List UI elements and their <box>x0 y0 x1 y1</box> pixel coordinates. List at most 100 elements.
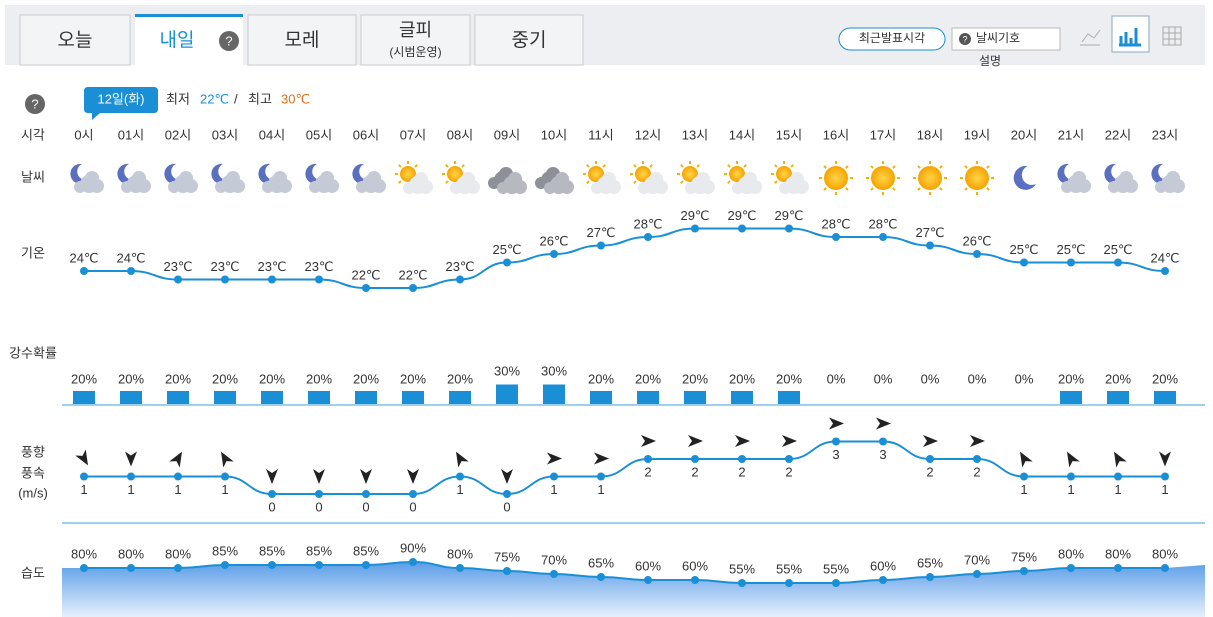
precip-bar <box>1154 391 1176 404</box>
cloud <box>356 171 386 193</box>
precip-label: 20% <box>776 371 802 386</box>
precip-bar <box>214 391 236 404</box>
tab[interactable] <box>19 14 131 66</box>
sun-ray <box>964 187 968 191</box>
wind-dot <box>597 472 605 481</box>
wind-label: 0 <box>315 499 322 514</box>
wind-dot <box>926 455 934 463</box>
sun-ray <box>964 165 968 169</box>
tab[interactable] <box>247 14 357 66</box>
humidity-dot <box>738 579 746 587</box>
moon <box>1104 163 1123 184</box>
row-label: 풍향 <box>21 444 45 459</box>
cloud-puff <box>121 181 133 193</box>
humidity-label: 75% <box>494 549 520 564</box>
min-label: 최저 <box>166 91 190 106</box>
sun-ray <box>823 187 827 191</box>
cloud-puff <box>403 182 415 194</box>
tab[interactable] <box>360 14 471 66</box>
cloud-puff <box>215 181 227 193</box>
humidity-label: 80% <box>71 546 97 561</box>
temp-dot <box>268 275 276 284</box>
humidity-dot <box>127 564 135 572</box>
wind-dot <box>268 490 276 498</box>
symbols-button[interactable] <box>951 27 1061 51</box>
wind-dot <box>409 490 417 498</box>
tab-label: 중기 <box>512 29 547 51</box>
precip-label: 20% <box>118 371 144 386</box>
wind-arrow <box>688 435 703 447</box>
min-temp: 22℃ <box>200 91 229 106</box>
humidity-dot <box>926 573 934 581</box>
temp-label: 25℃ <box>1103 242 1132 257</box>
precip-bar <box>449 391 471 404</box>
humidity-area <box>62 562 1205 617</box>
precip-label: 20% <box>635 371 661 386</box>
sun-ray <box>602 164 606 168</box>
line-view-icon[interactable] <box>1080 29 1101 46</box>
wind-label: 0 <box>409 499 416 514</box>
date-label: 12일(화) <box>97 91 144 106</box>
precip-bar <box>73 391 95 404</box>
hour-label: 14시 <box>729 127 755 142</box>
wind-label: 0 <box>362 499 369 514</box>
cloud-puff <box>732 182 744 194</box>
cloud <box>1061 171 1091 193</box>
row-label: (m/s) <box>18 485 48 500</box>
cloud <box>638 172 668 194</box>
precip-label: 30% <box>541 363 567 378</box>
hour-label: 07시 <box>400 127 426 142</box>
help-mark: ? <box>31 96 38 111</box>
hour-label: 23시 <box>1152 127 1178 142</box>
help-mark: ? <box>962 34 967 44</box>
hour-label: 02시 <box>165 127 191 142</box>
tab-active-bar <box>135 14 243 17</box>
bar-view-box[interactable] <box>1111 15 1150 53</box>
temp-dot <box>1114 258 1122 267</box>
temp-label: 29℃ <box>680 208 709 223</box>
table-view-icon[interactable] <box>1162 26 1182 46</box>
latest-label: 최근발표시각 <box>859 31 925 45</box>
tab[interactable] <box>474 14 584 66</box>
temp-dot <box>785 224 793 233</box>
humidity-label: 55% <box>729 561 755 576</box>
humidity-label: 80% <box>1105 546 1131 561</box>
cloud-puff <box>638 182 650 194</box>
sun-ray <box>939 187 943 191</box>
cloud-puff <box>414 172 428 186</box>
hour-label: 19시 <box>964 127 990 142</box>
sun <box>682 166 698 182</box>
temp-label: 27℃ <box>915 225 944 240</box>
sun-ray <box>870 165 874 169</box>
precip-label: 20% <box>1105 371 1131 386</box>
precip-bar <box>1060 391 1082 404</box>
hour-label: 05시 <box>306 127 332 142</box>
hour-label: 0시 <box>74 127 93 142</box>
sun-ray <box>845 165 849 169</box>
hour-label: 20시 <box>1011 127 1037 142</box>
sun-ray <box>586 164 590 168</box>
temp-dot <box>80 267 88 275</box>
wind-arrow <box>1020 451 1033 468</box>
wind-arrow <box>221 451 234 468</box>
help-mark: ? <box>225 33 232 48</box>
precip-bar <box>590 391 612 404</box>
wind-arrow <box>456 451 469 468</box>
moon <box>164 163 183 184</box>
cloud-puff <box>262 181 274 193</box>
moon <box>305 163 324 184</box>
temp-label: 24℃ <box>1150 250 1179 265</box>
row-label: 시각 <box>21 127 45 142</box>
cloud-puff <box>226 171 240 185</box>
humidity-label: 65% <box>917 555 943 570</box>
temp-label: 26℃ <box>962 233 991 248</box>
sun-ray <box>743 164 747 168</box>
precip-bar <box>308 391 330 404</box>
temp-label: 22℃ <box>398 267 427 282</box>
wind-dot <box>738 455 746 463</box>
latest-button[interactable] <box>838 27 946 51</box>
sun-ray <box>774 164 778 168</box>
row-label: 날씨 <box>21 169 45 184</box>
hour-label: 08시 <box>447 127 473 142</box>
